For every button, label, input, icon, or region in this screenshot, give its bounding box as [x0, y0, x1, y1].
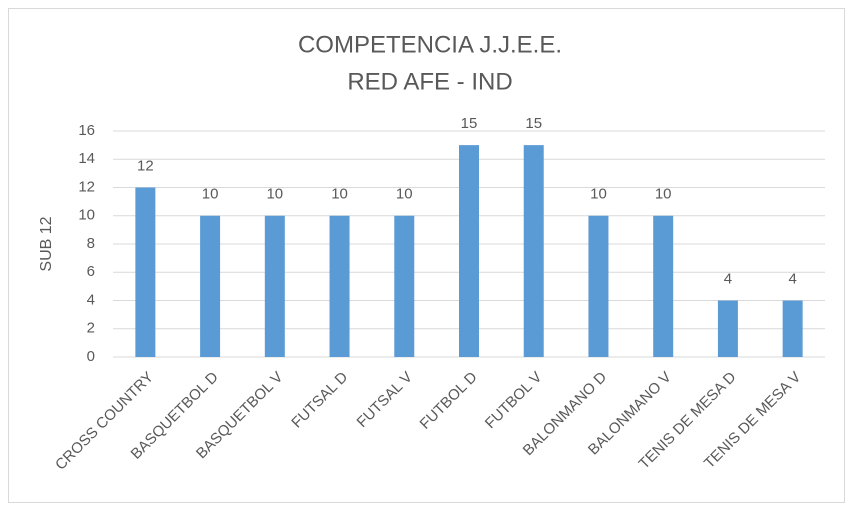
y-tick-label: 10	[78, 207, 95, 224]
data-label: 10	[396, 186, 413, 203]
y-tick-label: 12	[78, 178, 95, 195]
y-axis-label: SUB 12	[38, 216, 55, 271]
data-label: 10	[331, 186, 348, 203]
data-label: 10	[590, 186, 607, 203]
data-label: 12	[137, 157, 154, 174]
data-label: 15	[525, 115, 542, 132]
data-label: 15	[461, 115, 478, 132]
y-tick-label: 4	[87, 291, 95, 308]
data-label: 4	[788, 270, 796, 287]
bar	[653, 215, 674, 357]
chart-subtitle: RED AFE - IND	[347, 68, 512, 95]
y-tick-label: 14	[78, 150, 95, 167]
bar	[394, 215, 415, 357]
y-tick-label: 6	[87, 263, 95, 280]
bar	[264, 215, 285, 357]
bar	[782, 300, 803, 357]
y-tick-label: 8	[87, 235, 95, 252]
data-label: 10	[266, 186, 283, 203]
data-label: 10	[655, 186, 672, 203]
bar	[588, 215, 609, 357]
y-tick-label: 16	[78, 122, 95, 139]
chart-title: COMPETENCIA J.J.E.E.	[298, 31, 562, 58]
data-label: 4	[724, 270, 732, 287]
bar	[135, 187, 156, 357]
bar	[329, 215, 350, 357]
bar	[200, 215, 221, 357]
y-tick-label: 0	[87, 348, 95, 365]
data-label: 10	[202, 186, 219, 203]
bar	[459, 145, 479, 357]
bar	[523, 145, 544, 357]
y-tick-label: 2	[87, 320, 95, 337]
bar	[717, 300, 738, 357]
